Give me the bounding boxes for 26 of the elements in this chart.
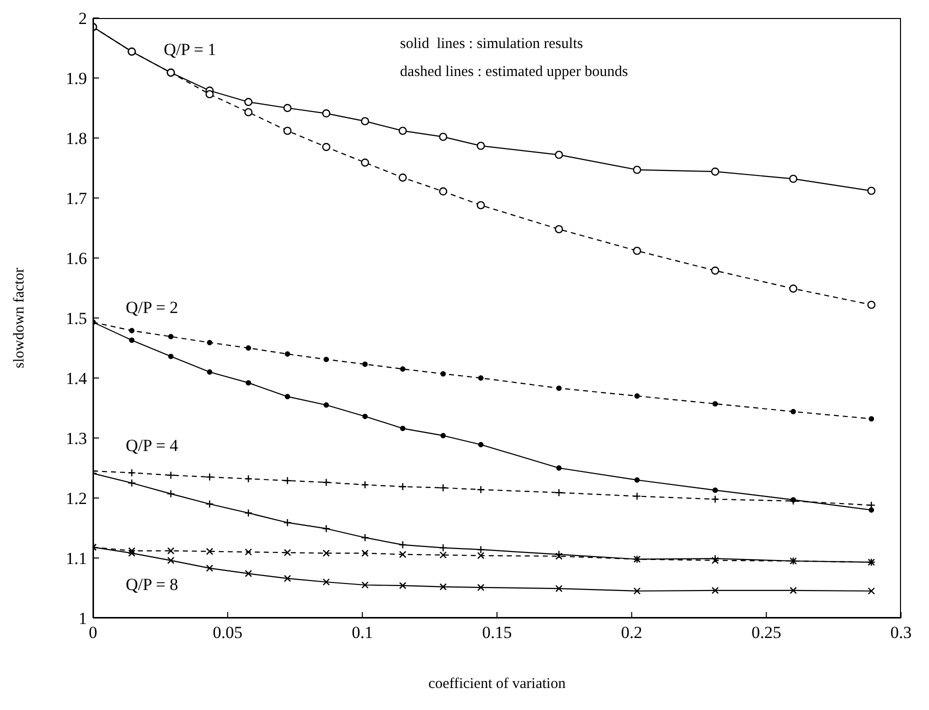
x-axis-title: coefficient of variation <box>428 676 566 692</box>
y-tick-label: 1.4 <box>66 369 88 388</box>
y-tick-label: 1.1 <box>66 549 87 568</box>
annotation: Q/P = 4 <box>126 436 178 456</box>
y-tick-label: 1.3 <box>66 429 87 448</box>
y-tick-label: 1.2 <box>66 489 87 508</box>
x-tick-label: 0.2 <box>621 623 642 642</box>
annotation: Q/P = 8 <box>126 575 178 595</box>
y-tick-label: 2 <box>78 9 87 28</box>
annotation: dashed lines : estimated upper bounds <box>400 63 628 82</box>
y-axis-title: slowdown factor <box>11 268 28 368</box>
annotation: solid lines : simulation results <box>400 35 584 54</box>
x-tick-label: 0 <box>88 623 98 642</box>
x-tick-label: 0.15 <box>482 623 512 642</box>
annotation: Q/P = 2 <box>126 298 178 318</box>
y-tick-label: 1.5 <box>66 309 87 328</box>
x-tick-label: 0.3 <box>890 623 912 642</box>
y-tick-label: 1 <box>78 609 87 628</box>
x-tick-label: 0.1 <box>352 623 373 642</box>
annotation: Q/P = 1 <box>164 40 216 60</box>
y-tick-label: 1.9 <box>66 69 87 88</box>
x-tick-label: 0.05 <box>212 623 243 642</box>
x-tick-label: 0.25 <box>751 623 782 642</box>
y-tick-label: 1.7 <box>66 189 88 208</box>
y-tick-label: 1.8 <box>66 129 87 148</box>
y-tick-label: 1.6 <box>66 249 87 268</box>
